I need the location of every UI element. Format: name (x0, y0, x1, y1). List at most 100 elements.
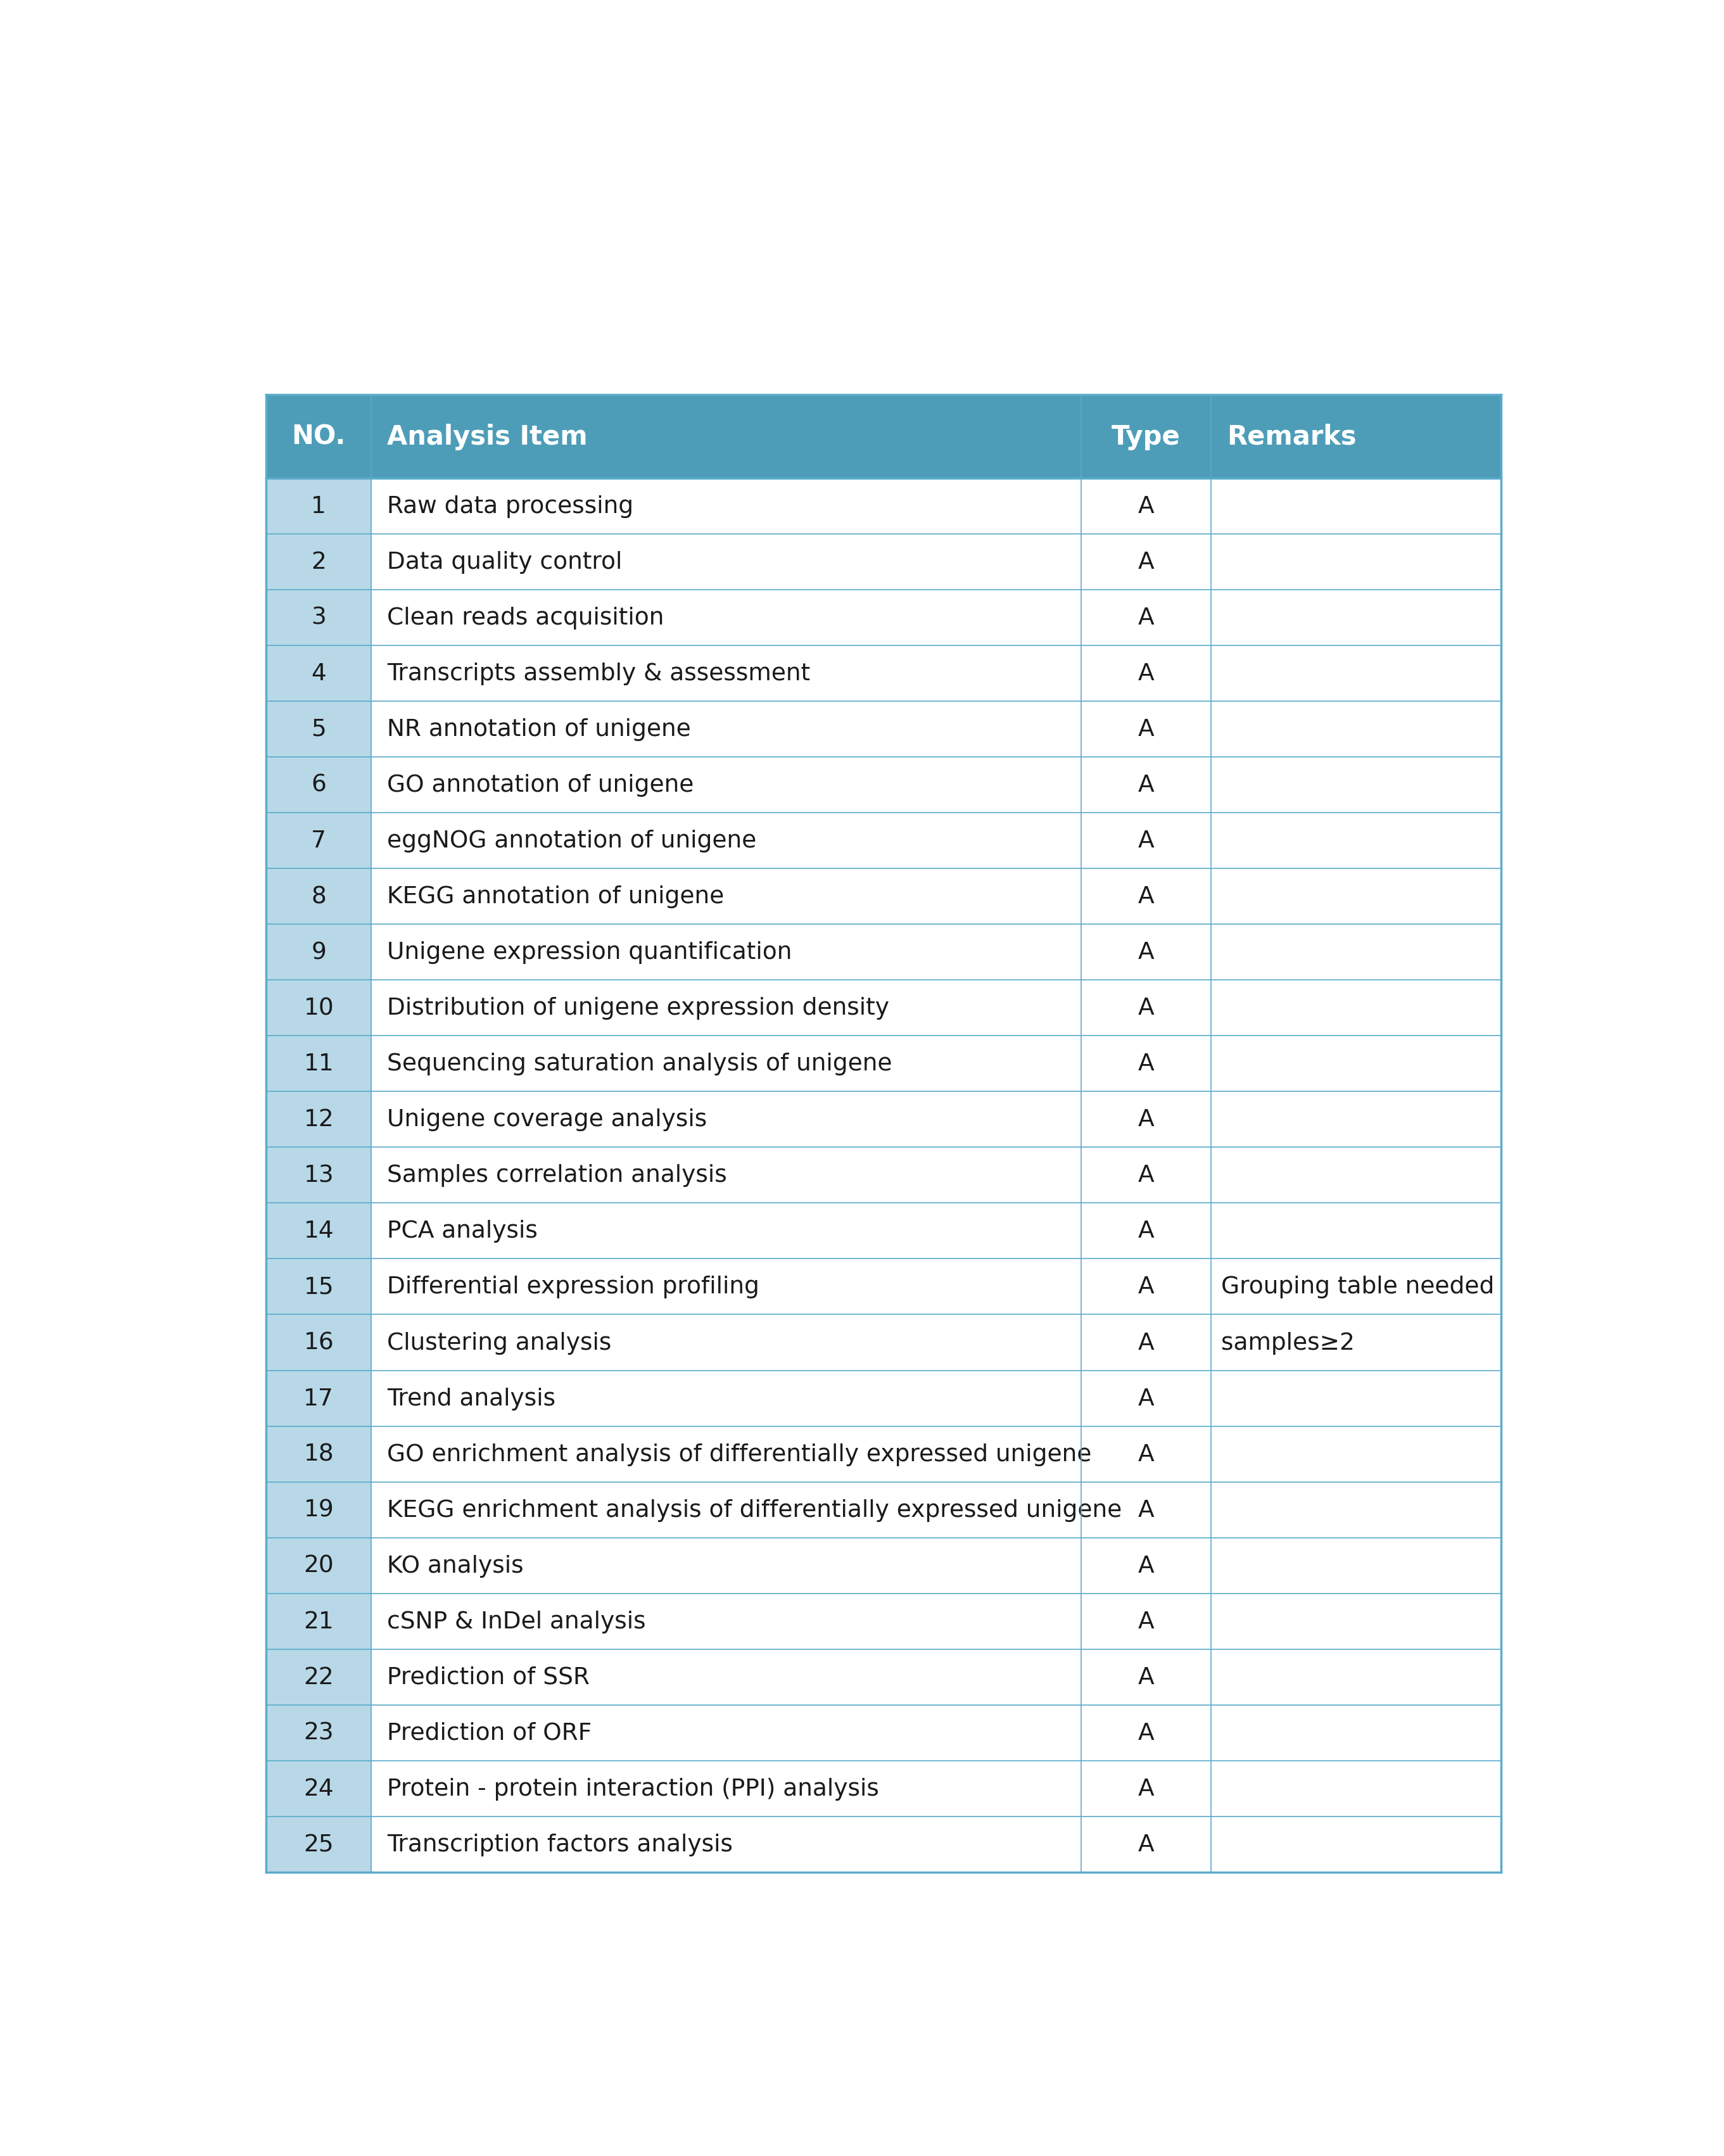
Bar (265, 1147, 371, 1203)
Bar (265, 869, 1502, 925)
Bar (265, 395, 1502, 479)
Text: A: A (1138, 662, 1153, 686)
Bar (265, 1091, 371, 1147)
Text: Clean reads acquisition: Clean reads acquisition (388, 606, 664, 630)
Bar (265, 1818, 371, 1871)
Text: GO enrichment analysis of differentially expressed unigene: GO enrichment analysis of differentially… (388, 1442, 1091, 1466)
Text: PCA analysis: PCA analysis (388, 1220, 538, 1242)
Text: A: A (1138, 1833, 1153, 1856)
Text: A: A (1138, 774, 1153, 796)
Text: A: A (1138, 1442, 1153, 1466)
Bar (265, 1371, 1502, 1427)
Bar (265, 1259, 371, 1315)
Bar (265, 1315, 1502, 1371)
Text: Unigene expression quantification: Unigene expression quantification (388, 940, 793, 964)
Bar (265, 535, 371, 591)
Bar (265, 1649, 371, 1705)
Bar (265, 981, 1502, 1037)
Bar (265, 1649, 1502, 1705)
Text: A: A (1138, 1220, 1153, 1242)
Text: 12: 12 (303, 1108, 334, 1132)
Bar (265, 1147, 1502, 1203)
Bar (265, 1481, 371, 1537)
Text: A: A (1138, 1554, 1153, 1576)
Text: A: A (1138, 718, 1153, 742)
Text: NO.: NO. (291, 423, 347, 451)
Text: Protein - protein interaction (PPI) analysis: Protein - protein interaction (PPI) anal… (388, 1777, 879, 1800)
Bar (265, 925, 371, 981)
Bar (265, 701, 371, 757)
Bar (265, 869, 371, 925)
Text: GO annotation of unigene: GO annotation of unigene (388, 774, 695, 796)
Bar (265, 1203, 371, 1259)
Text: 10: 10 (303, 996, 334, 1020)
Text: 4: 4 (312, 662, 326, 686)
Bar (265, 1091, 1502, 1147)
Text: 13: 13 (303, 1164, 334, 1186)
Text: Differential expression profiling: Differential expression profiling (388, 1276, 760, 1298)
Text: 18: 18 (303, 1442, 334, 1466)
Bar (265, 757, 1502, 813)
Bar (265, 479, 371, 535)
Text: 3: 3 (312, 606, 326, 630)
Text: KEGG annotation of unigene: KEGG annotation of unigene (388, 886, 724, 908)
Text: 6: 6 (310, 774, 326, 796)
Bar (265, 701, 1502, 757)
Text: A: A (1138, 1164, 1153, 1186)
Bar (265, 591, 371, 647)
Bar (265, 813, 371, 869)
Text: A: A (1138, 1330, 1153, 1354)
Bar (265, 1371, 371, 1427)
Bar (265, 647, 371, 701)
Text: 19: 19 (303, 1498, 334, 1522)
Text: Remarks: Remarks (1227, 423, 1357, 451)
Text: 11: 11 (303, 1052, 334, 1076)
Bar (265, 535, 1502, 591)
Text: A: A (1138, 496, 1153, 517)
Text: Transcription factors analysis: Transcription factors analysis (388, 1833, 733, 1856)
Text: 21: 21 (303, 1611, 334, 1632)
Text: Data quality control: Data quality control (388, 550, 622, 573)
Text: 15: 15 (303, 1276, 334, 1298)
Text: A: A (1138, 1723, 1153, 1744)
Text: A: A (1138, 1611, 1153, 1632)
Bar (265, 479, 1502, 535)
Text: Prediction of SSR: Prediction of SSR (388, 1667, 590, 1688)
Bar (265, 1481, 1502, 1537)
Text: A: A (1138, 606, 1153, 630)
Text: Analysis Item: Analysis Item (388, 423, 588, 451)
Text: A: A (1138, 550, 1153, 573)
Text: KEGG enrichment analysis of differentially expressed unigene: KEGG enrichment analysis of differential… (388, 1498, 1122, 1522)
Text: 2: 2 (310, 550, 326, 573)
Text: Samples correlation analysis: Samples correlation analysis (388, 1164, 728, 1186)
Text: Clustering analysis: Clustering analysis (388, 1330, 612, 1354)
Text: A: A (1138, 1276, 1153, 1298)
Text: A: A (1138, 996, 1153, 1020)
Bar (265, 1761, 1502, 1818)
Bar (265, 1427, 1502, 1481)
Text: A: A (1138, 886, 1153, 908)
Text: cSNP & InDel analysis: cSNP & InDel analysis (388, 1611, 646, 1632)
Bar (265, 1705, 371, 1761)
Text: 14: 14 (303, 1220, 334, 1242)
Bar (265, 1537, 371, 1593)
Bar (265, 1818, 1502, 1871)
Text: eggNOG annotation of unigene: eggNOG annotation of unigene (388, 830, 757, 852)
Bar (265, 1761, 371, 1818)
Text: 8: 8 (310, 886, 326, 908)
Bar (265, 1037, 1502, 1091)
Bar (265, 1259, 1502, 1315)
Text: KO analysis: KO analysis (388, 1554, 524, 1576)
Bar (265, 1315, 371, 1371)
Bar (265, 1593, 371, 1649)
Bar (265, 647, 1502, 701)
Text: samples≥2: samples≥2 (1221, 1330, 1355, 1354)
Bar (265, 1593, 1502, 1649)
Bar (265, 1037, 371, 1091)
Text: 20: 20 (303, 1554, 334, 1576)
Text: A: A (1138, 1052, 1153, 1076)
Text: Raw data processing: Raw data processing (388, 496, 634, 517)
Text: A: A (1138, 1777, 1153, 1800)
Text: 22: 22 (303, 1667, 334, 1688)
Text: Trend analysis: Trend analysis (388, 1386, 555, 1410)
